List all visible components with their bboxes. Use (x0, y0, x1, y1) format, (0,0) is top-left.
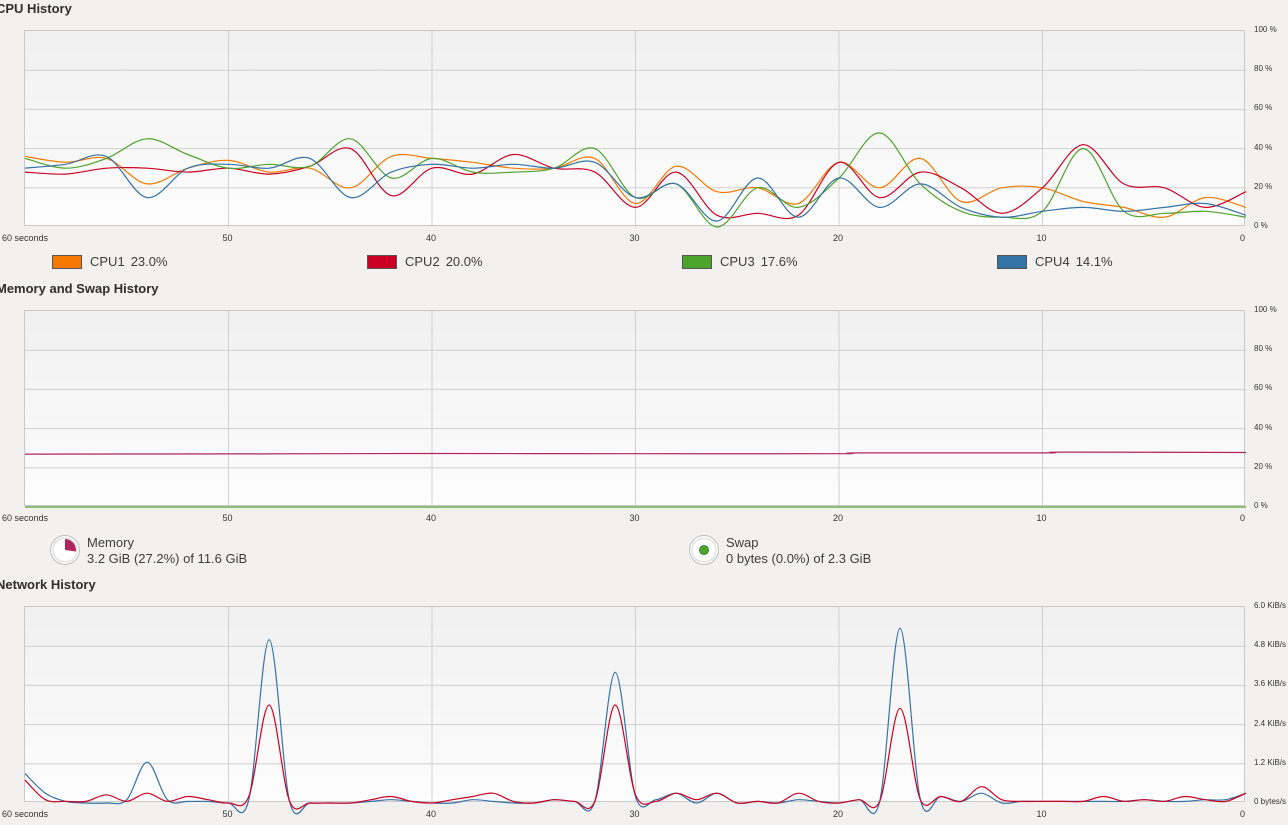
mem-y-tick-label: 20 % (1254, 461, 1273, 471)
memory-meter-label: Memory 3.2 GiB (27.2%) of 11.6 GiB (87, 535, 247, 567)
mem-x-tick-label: 40 (425, 513, 436, 523)
legend-cpu1[interactable]: CPU1 23.0% (52, 254, 168, 269)
cpu-y-tick-label: 100 % (1254, 25, 1277, 34)
memory-value: 3.2 GiB (27.2%) of 11.6 GiB (87, 551, 248, 566)
mem-y-tick-label: 60 % (1254, 383, 1273, 393)
cpu-x-tick-label: 20 (832, 233, 843, 243)
cpu-y-tick-label: 40 % (1254, 142, 1273, 152)
cpu-x-tick-label: 10 (1036, 233, 1047, 243)
cpu-history-title: CPU History (0, 1, 72, 16)
cpu-y-tick-label: 20 % (1254, 181, 1273, 191)
net-y-tick-label: 2.4 KiB/s (1254, 718, 1287, 728)
legend-cpu4-name: CPU4 (1035, 254, 1070, 269)
memory-graph (24, 310, 1247, 508)
mem-series-line-memory (24, 451, 1247, 455)
memory-plot (24, 311, 1247, 508)
cpu-y-tick-label: 0 % (1254, 221, 1268, 230)
legend-cpu2-percent: 20.0% (445, 254, 483, 269)
net-x-tick-label: 50 (222, 809, 233, 819)
mem-y-tick-label: 40 % (1254, 422, 1273, 432)
memory-pie-icon[interactable] (50, 535, 80, 565)
net-series-line-sending (24, 704, 1247, 810)
cpu-graph (24, 30, 1247, 228)
legend-cpu3[interactable]: CPU3 17.6% (682, 254, 798, 269)
mem-x-tick-label: 50 (222, 513, 233, 523)
legend-cpu1-name: CPU1 (90, 254, 125, 269)
swap-pie-dot (699, 545, 709, 555)
cpu-x-tick-label: 60 seconds (2, 233, 49, 243)
mem-y-tick-label: 80 % (1254, 344, 1273, 354)
memory-pie-chart (52, 537, 78, 563)
cpu3-color-swatch[interactable] (682, 254, 712, 269)
net-x-tick-label: 10 (1036, 809, 1047, 819)
mem-y-tick-label: 100 % (1254, 305, 1277, 314)
cpu-x-tick-label: 0 (1239, 233, 1245, 243)
mem-y-tick-label: 0 % (1254, 501, 1268, 510)
net-x-tick-label: 40 (425, 809, 436, 819)
net-x-tick-label: 0 (1239, 809, 1245, 819)
cpu-x-tick-label: 30 (629, 233, 640, 243)
mem-x-tick-label: 20 (832, 513, 843, 523)
net-y-tick-label: 1.2 KiB/s (1254, 757, 1287, 767)
mem-x-tick-label: 60 seconds (2, 513, 49, 523)
legend-cpu4-percent: 14.1% (1075, 254, 1113, 269)
swap-pie-chart (691, 537, 717, 563)
mem-x-tick-label: 30 (629, 513, 640, 523)
cpu-series-line-cpu4 (24, 154, 1247, 222)
legend-cpu1-percent: 23.0% (130, 254, 168, 269)
network-plot (24, 607, 1247, 815)
legend-cpu4[interactable]: CPU4 14.1% (997, 254, 1113, 269)
legend-cpu2-name: CPU2 (405, 254, 440, 269)
legend-cpu2[interactable]: CPU2 20.0% (367, 254, 483, 269)
net-y-tick-label: 6.0 KiB/s (1254, 601, 1287, 610)
swap-meter-label: Swap 0 bytes (0.0%) of 2.3 GiB (726, 535, 871, 567)
net-x-tick-label: 60 seconds (2, 809, 49, 819)
swap-value: 0 bytes (0.0%) of 2.3 GiB (726, 551, 872, 566)
network-history-title: Network History (0, 577, 96, 592)
legend-cpu3-name: CPU3 (720, 254, 755, 269)
net-y-tick-label: 0 bytes/s (1254, 797, 1287, 806)
cpu-x-tick-label: 50 (222, 233, 233, 243)
network-graph (24, 606, 1247, 815)
cpu-y-tick-label: 60 % (1254, 103, 1273, 113)
memory-label: Memory (87, 535, 134, 550)
net-x-tick-label: 30 (629, 809, 640, 819)
net-x-tick-label: 20 (832, 809, 843, 819)
mem-x-tick-label: 10 (1036, 513, 1047, 523)
net-y-tick-label: 4.8 KiB/s (1254, 640, 1287, 650)
swap-label: Swap (726, 535, 759, 550)
cpu-series-line-cpu3 (24, 132, 1247, 228)
cpu-x-tick-label: 40 (425, 233, 436, 243)
memory-pie-slice (65, 539, 77, 552)
memory-history-title: Memory and Swap History (0, 281, 159, 296)
swap-pie-icon[interactable] (689, 535, 719, 565)
mem-x-tick-label: 0 (1239, 513, 1245, 523)
net-y-tick-label: 3.6 KiB/s (1254, 679, 1287, 689)
cpu-plot (24, 31, 1247, 228)
cpu-y-tick-label: 80 % (1254, 64, 1273, 74)
legend-cpu3-percent: 17.6% (760, 254, 798, 269)
cpu4-color-swatch[interactable] (997, 254, 1027, 269)
cpu2-color-swatch[interactable] (367, 254, 397, 269)
cpu1-color-swatch[interactable] (52, 254, 82, 269)
